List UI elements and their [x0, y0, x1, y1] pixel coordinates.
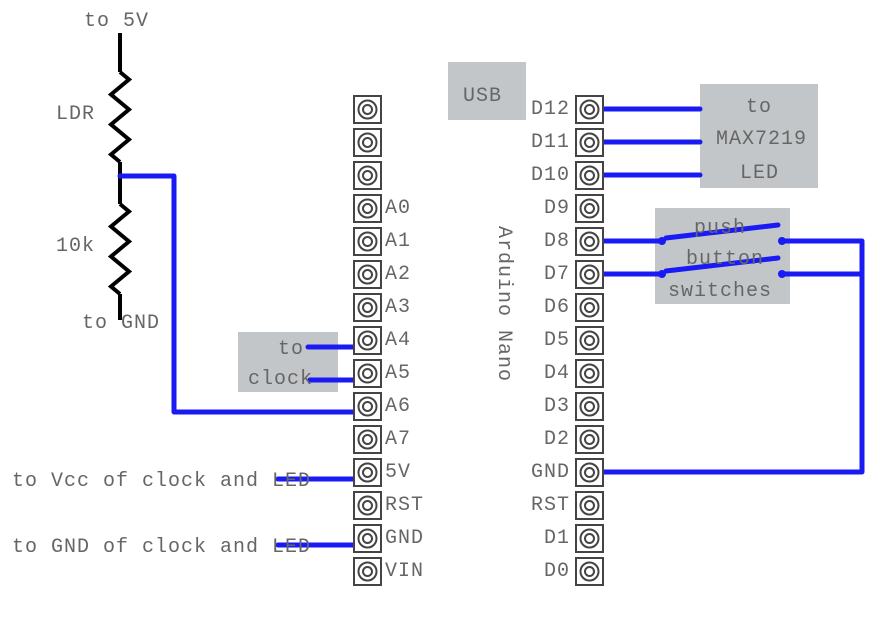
resistor [111, 72, 129, 162]
header-right-label: D10 [531, 164, 570, 187]
label-push: push [694, 217, 746, 240]
header-left-label: 5V [385, 461, 411, 484]
label-togndL: to GND [82, 312, 160, 335]
label-togndC: to GND of clock and LED [12, 536, 311, 559]
label-tenk: 10k [56, 235, 95, 258]
header-left-label: A4 [385, 329, 411, 352]
switch-terminal [778, 237, 786, 245]
label-usb: USB [463, 85, 502, 108]
header-left-label: A6 [385, 395, 411, 418]
header-right-label: D5 [544, 329, 570, 352]
header-right-label: D11 [531, 131, 570, 154]
label-switches: switches [668, 280, 772, 303]
label-tovcc: to Vcc of clock and LED [12, 470, 311, 493]
header-left-label: RST [385, 494, 424, 517]
header-left-label: A0 [385, 197, 411, 220]
header-right-label: D6 [544, 296, 570, 319]
switch-terminal [778, 270, 786, 278]
header-right-label: D2 [544, 428, 570, 451]
header-left-label: A2 [385, 263, 411, 286]
header-right-label: D7 [544, 263, 570, 286]
header-left-label: VIN [385, 560, 424, 583]
header-right-label: D12 [531, 98, 570, 121]
header-left-label: A5 [385, 362, 411, 385]
header-left-label: A3 [385, 296, 411, 319]
resistor [111, 204, 129, 294]
header-right-label: RST [531, 494, 570, 517]
header-right-label: D0 [544, 560, 570, 583]
header-left-label: A7 [385, 428, 411, 451]
header-right-label: D3 [544, 395, 570, 418]
header-right-label: D1 [544, 527, 570, 550]
header-right-label: GND [531, 461, 570, 484]
label-ldr: LDR [56, 103, 95, 126]
header-right-label: D4 [544, 362, 570, 385]
header-left-label: GND [385, 527, 424, 550]
header-right-label: D8 [544, 230, 570, 253]
label-to5v: to 5V [84, 10, 149, 33]
wire [120, 176, 354, 412]
label-max_to: to [746, 96, 772, 119]
label-to: to [278, 338, 304, 361]
label-arduino: Arduino Nano [492, 226, 515, 382]
header-left-label: A1 [385, 230, 411, 253]
label-button: button [686, 248, 764, 271]
header-right-label: D9 [544, 197, 570, 220]
label-max1: MAX7219 [716, 128, 807, 151]
label-max2: LED [740, 162, 779, 185]
label-clock: clock [248, 368, 313, 391]
